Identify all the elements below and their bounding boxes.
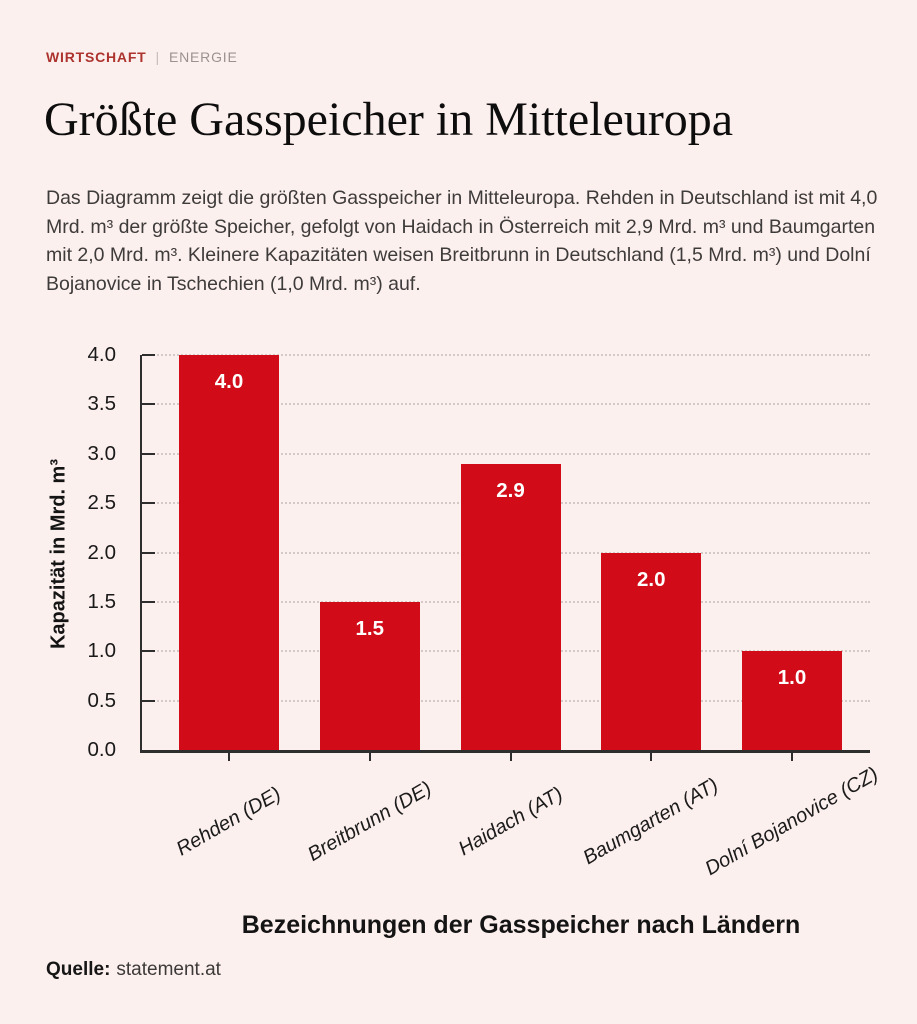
y-tick <box>142 551 155 554</box>
y-tick-label: 0.5 <box>87 688 117 712</box>
x-tick <box>791 753 793 761</box>
category-separator-icon: | <box>155 49 160 65</box>
y-tick <box>142 502 155 505</box>
bar-value-label: 4.0 <box>214 370 244 393</box>
bar-value-label: 1.5 <box>355 616 385 640</box>
x-tick-label: Breitbrunn (DE) <box>303 777 436 866</box>
y-tick-label: 1.0 <box>87 639 117 663</box>
y-tick <box>142 452 155 455</box>
source-label: Quelle: <box>46 959 111 980</box>
page-title: Größte Gasspeicher in Mitteleuropa <box>44 93 734 146</box>
bar <box>319 601 420 750</box>
x-axis-title: Bezeichnungen der Gasspeicher nach Lände… <box>241 911 801 939</box>
bar <box>179 355 279 750</box>
bar-value-label: 2.0 <box>637 567 666 591</box>
y-tick <box>142 600 155 603</box>
gridline <box>142 354 870 356</box>
source-line: Quelle: statement.at <box>46 958 221 982</box>
y-tick-label: 1.5 <box>87 589 117 613</box>
y-tick-label: 0.0 <box>87 738 117 761</box>
x-tick-label: Dolní Bojanovice (CZ) <box>701 763 882 880</box>
y-tick <box>142 403 155 406</box>
bar <box>742 651 842 750</box>
gridline <box>142 452 870 455</box>
bar <box>601 552 702 750</box>
y-tick <box>142 354 155 356</box>
x-tick <box>368 753 371 761</box>
gridline <box>142 403 870 406</box>
y-tick-label: 3.5 <box>87 392 117 416</box>
y-tick-label: 2.0 <box>87 540 117 564</box>
x-tick-label: Baumgarten (AT) <box>579 774 723 870</box>
bar <box>460 463 561 750</box>
source-value: statement.at <box>116 959 221 980</box>
category-label: WIRTSCHAFT <box>46 49 147 65</box>
x-tick <box>509 753 512 761</box>
breadcrumb: WIRTSCHAFT | ENERGIE <box>46 49 238 65</box>
bar-value-label: 1.0 <box>777 666 807 690</box>
article-description: Das Diagramm zeigt die größten Gasspeich… <box>46 187 878 295</box>
y-tick-label: 4.0 <box>87 343 117 366</box>
topic-label: ENERGIE <box>168 49 238 65</box>
bar-value-label: 2.9 <box>496 478 525 502</box>
y-tick-label: 3.0 <box>87 441 117 465</box>
bar-chart: Kapazität in Mrd. m³ 4.0 1.5 2.9 2.0 1.0 0.0… <box>46 335 882 960</box>
x-tick-label: Haidach (AT) <box>454 782 567 861</box>
x-tick-label: Rehden (DE) <box>172 782 285 861</box>
x-tick <box>228 753 230 761</box>
y-tick <box>142 650 155 653</box>
y-tick <box>142 699 155 702</box>
x-tick <box>650 753 653 761</box>
y-tick-label: 2.5 <box>87 491 117 515</box>
plot-area: 4.0 1.5 2.9 2.0 1.0 <box>140 354 870 753</box>
